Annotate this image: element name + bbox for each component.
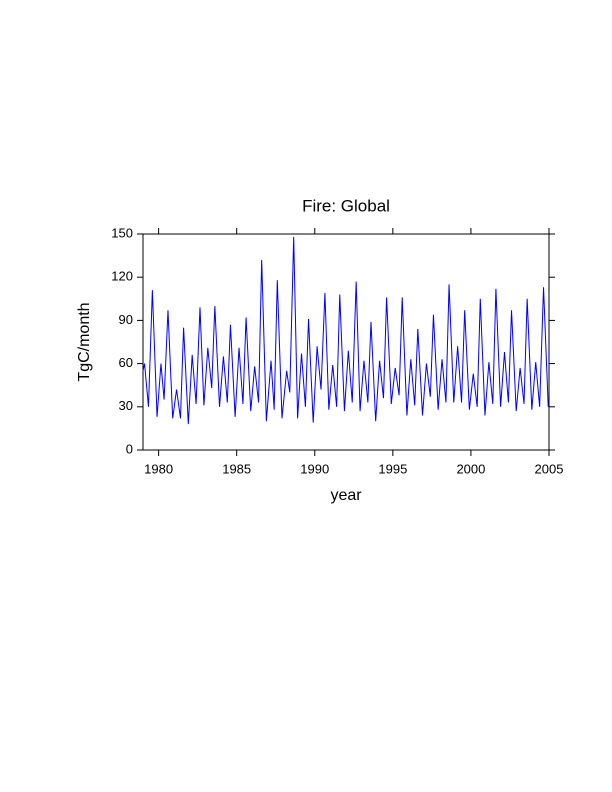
x-axis-label: year: [330, 487, 362, 504]
plot-frame: [142, 233, 550, 451]
x-tick-label: 2005: [535, 461, 564, 476]
y-tick-label: 60: [119, 355, 133, 370]
x-tick-label: 1985: [222, 461, 251, 476]
y-tick-label: 150: [111, 225, 133, 240]
x-tick-label: 2000: [456, 461, 485, 476]
y-tick-label: 120: [111, 269, 133, 284]
y-tick-label: 0: [126, 441, 133, 456]
y-tick-label: 90: [119, 312, 133, 327]
x-tick-label: 1990: [300, 461, 329, 476]
line-series: [142, 236, 549, 425]
x-tick-label: 1995: [378, 461, 407, 476]
y-axis-label: TgC/month: [76, 302, 93, 381]
chart-title: Fire: Global: [302, 196, 390, 215]
x-tick-label: 1980: [144, 461, 173, 476]
y-tick-label: 30: [119, 398, 133, 413]
